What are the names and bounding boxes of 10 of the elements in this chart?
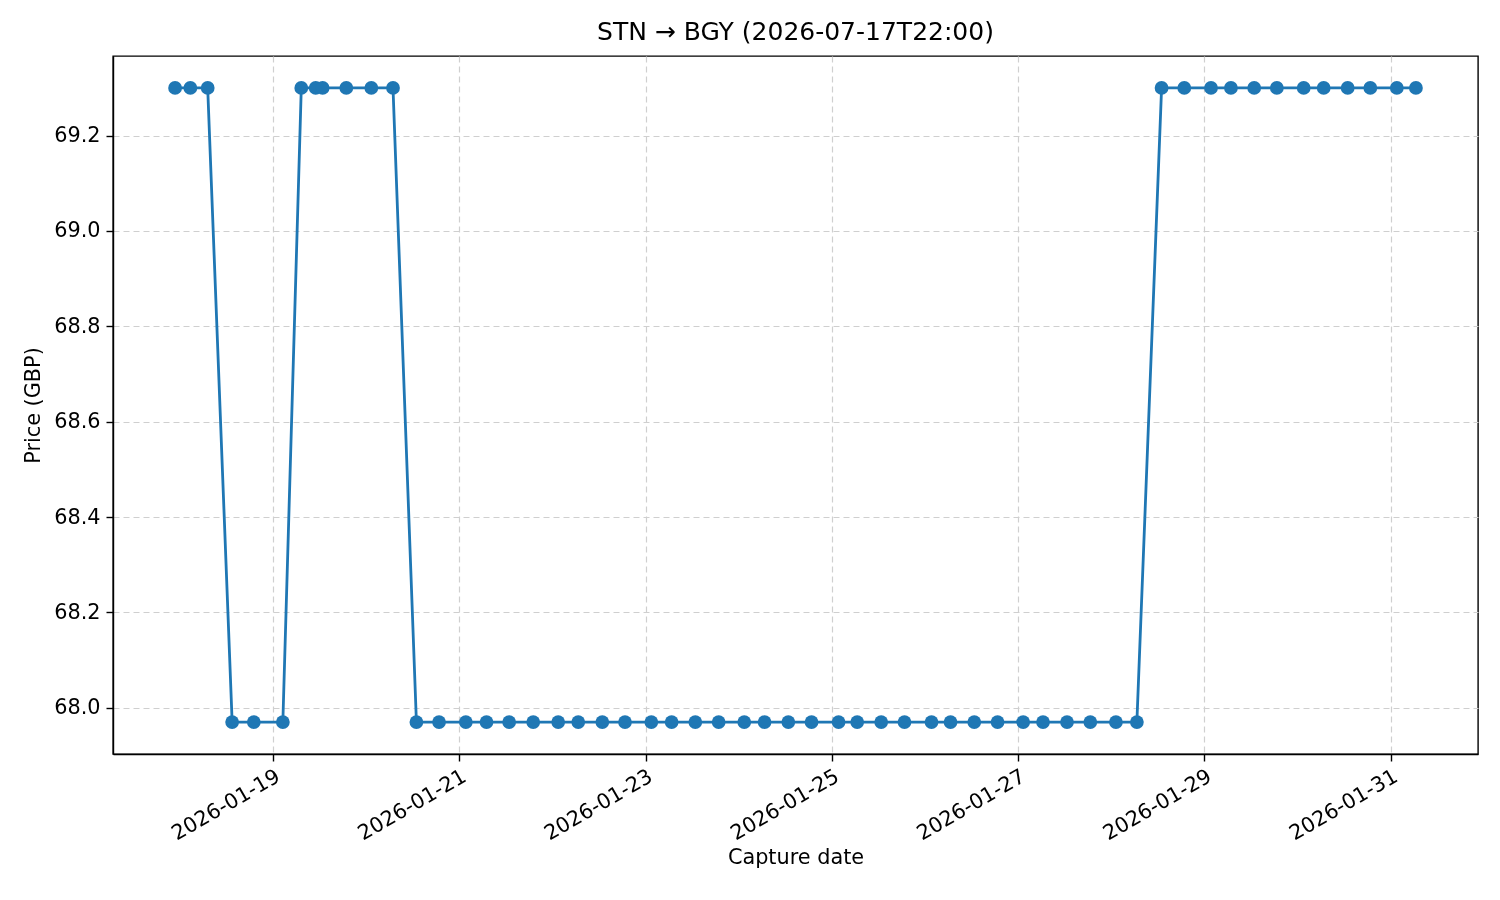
y-axis-title: Price (GBP) bbox=[21, 347, 46, 464]
chart-title: STN → BGY (2026-07-17T22:00) bbox=[597, 17, 994, 46]
y-tick-label: 68.6 bbox=[54, 409, 101, 434]
y-tick-label: 68.4 bbox=[54, 504, 101, 529]
y-tick-label: 69.0 bbox=[54, 218, 101, 243]
y-tick-label: 68.8 bbox=[54, 313, 101, 338]
y-tick-label: 68.2 bbox=[54, 599, 101, 624]
y-tick-label: 68.0 bbox=[54, 695, 101, 720]
y-tick-label: 69.2 bbox=[54, 123, 101, 148]
x-axis-title: Capture date bbox=[727, 845, 865, 870]
